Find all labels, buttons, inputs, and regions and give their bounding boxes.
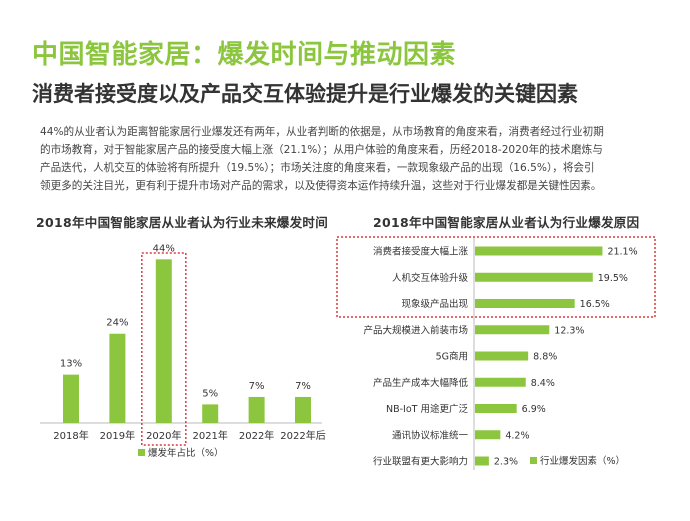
- y-tick-label: 消费者接受度大幅上涨: [373, 246, 469, 258]
- x-tick-label: 2021年: [192, 429, 227, 442]
- bar: [248, 396, 265, 423]
- data-label: 13%: [60, 359, 82, 370]
- bar: [475, 299, 575, 308]
- paragraph-line: 产品迭代，人机交互的体验将有所提升（19.5%）；市场关注度的角度来看，一款现象…: [40, 162, 595, 174]
- y-tick-label: 人机交互体验升级: [392, 272, 469, 284]
- data-label: 21.1%: [607, 247, 637, 258]
- bar: [475, 325, 550, 335]
- bar: [295, 396, 311, 423]
- y-tick-label: 产品大规模进入前装市场: [363, 324, 468, 336]
- legend-label: 行业爆发因素（%）: [540, 455, 625, 467]
- legend-swatch: [530, 457, 537, 464]
- page-subtitle: 消费者接受度以及产品交互体验提升是行业爆发的关键因素: [32, 82, 578, 106]
- legend-label: 爆发年占比（%）: [148, 447, 224, 459]
- y-tick-label: 现象级产品出现: [401, 298, 468, 310]
- data-label: 2.3%: [494, 457, 518, 468]
- x-tick-label: 2022年: [239, 429, 274, 442]
- legend-swatch: [138, 449, 145, 456]
- bar: [202, 404, 219, 423]
- bar: [475, 351, 529, 361]
- y-tick-label: 5G商用: [436, 351, 468, 363]
- summary-paragraph: 44%的从业者认为距离智能家居行业爆发还有两年，从业者判断的依据是，从市场教育的…: [40, 123, 670, 195]
- x-tick-label: 2018年: [53, 429, 88, 442]
- bar: [475, 377, 526, 387]
- data-label: 4.2%: [505, 430, 529, 441]
- paragraph-line: 的市场教育，对于智能家居产品的接受度大幅上涨（21.1%）；从用户体验的角度来看…: [40, 144, 603, 156]
- y-tick-label: 产品生产成本大幅降低: [373, 377, 469, 389]
- highlight-box: [336, 236, 656, 318]
- data-label: 7%: [295, 381, 311, 392]
- bar: [475, 430, 501, 440]
- bar: [475, 456, 489, 466]
- data-label: 8.4%: [531, 378, 555, 389]
- data-label: 12.3%: [554, 325, 584, 336]
- data-label: 24%: [106, 318, 128, 329]
- bar: [475, 246, 603, 256]
- bar: [109, 333, 126, 423]
- data-label: 19.5%: [598, 273, 628, 284]
- paragraph-line: 44%的从业者认为距离智能家居行业爆发还有两年，从业者判断的依据是，从市场教育的…: [40, 126, 604, 138]
- data-label: 44%: [153, 243, 175, 254]
- page-title: 中国智能家居：爆发时间与推动因素: [32, 40, 457, 70]
- highlight-box: [141, 252, 187, 446]
- left-chart-title: 2018年中国智能家居从业者认为行业未来爆发时间: [36, 215, 328, 230]
- right-chart-title: 2018年中国智能家居从业者认为行业爆发原因: [373, 215, 640, 230]
- data-label: 8.8%: [533, 352, 557, 363]
- data-label: 16.5%: [580, 299, 610, 310]
- bar: [475, 272, 593, 282]
- data-label: 6.9%: [522, 404, 546, 415]
- paragraph-line: 领更多的关注目光，更有利于提升市场对产品的需求，以及使得资本运作持续升温，这些对…: [40, 180, 602, 192]
- bar: [63, 374, 79, 423]
- x-tick-label: 2022年后: [280, 429, 325, 442]
- y-tick-label: 通讯协议标准统一: [392, 429, 469, 441]
- bar: [155, 259, 172, 423]
- y-tick-label: NB-IoT 用途更广泛: [386, 403, 468, 415]
- data-label: 7%: [249, 381, 265, 392]
- x-tick-label: 2019年: [100, 429, 135, 442]
- bar: [475, 404, 517, 413]
- data-label: 5%: [202, 388, 218, 399]
- x-tick-label: 2020年: [146, 429, 181, 442]
- y-tick-label: 行业联盟有更大影响力: [373, 456, 468, 468]
